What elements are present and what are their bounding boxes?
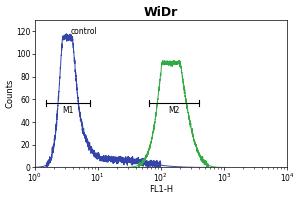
Title: WiDr: WiDr xyxy=(144,6,178,19)
Text: M1: M1 xyxy=(62,106,74,115)
Text: control: control xyxy=(70,27,97,36)
Text: M2: M2 xyxy=(168,106,180,115)
Y-axis label: Counts: Counts xyxy=(6,79,15,108)
X-axis label: FL1-H: FL1-H xyxy=(149,185,173,194)
